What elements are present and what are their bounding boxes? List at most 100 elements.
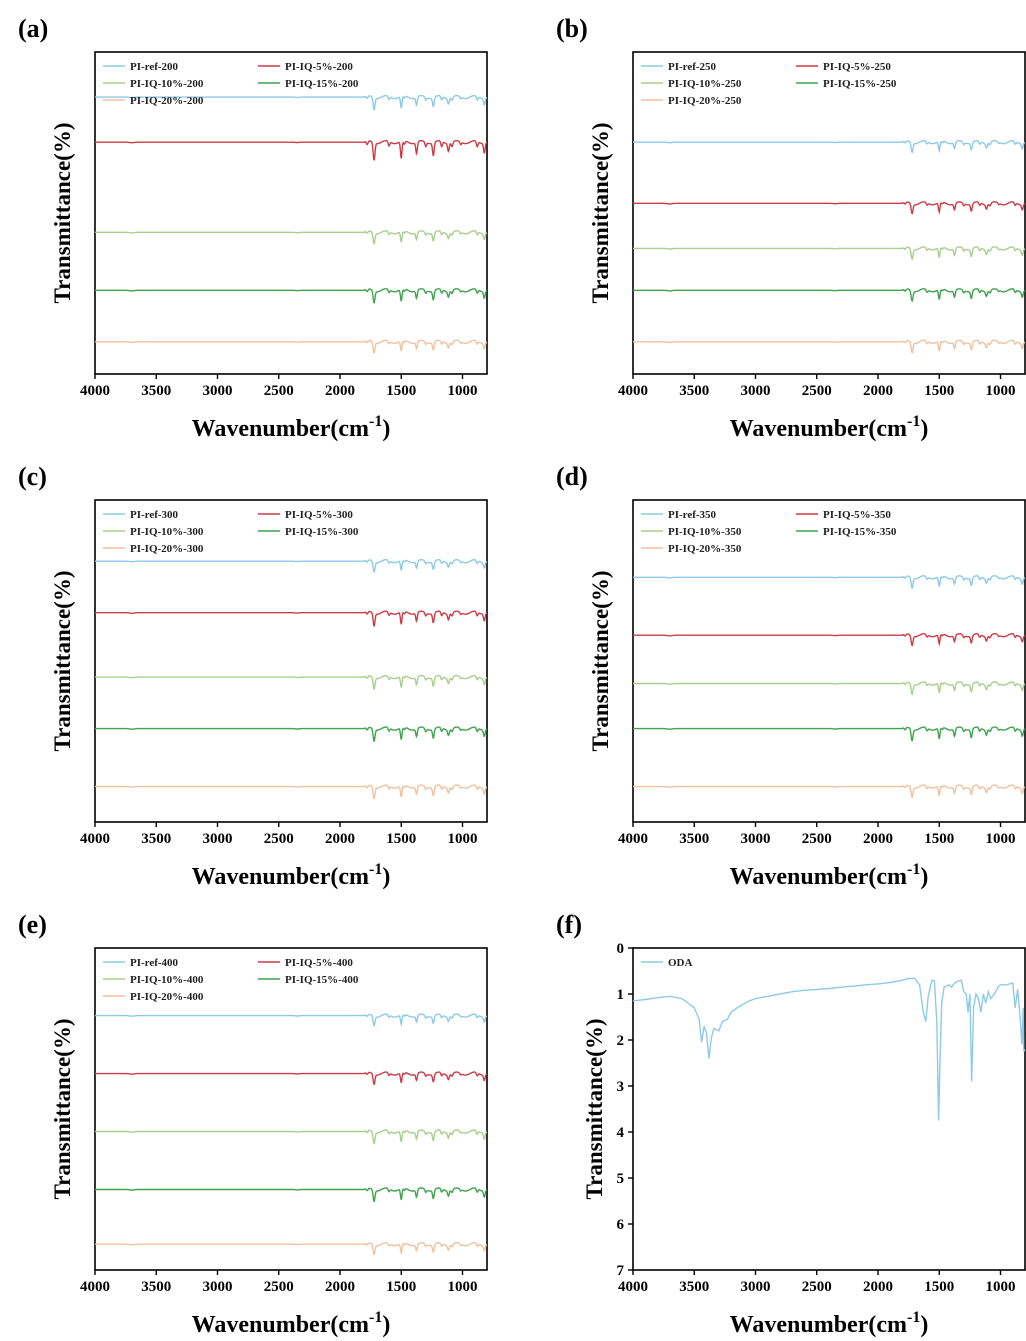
x-tick-label: 3000 <box>203 383 233 399</box>
x-axis-label: Wavenumber(cm-1) <box>730 861 929 890</box>
plot-frame <box>632 499 1026 823</box>
legend-label: PI-ref-250 <box>668 61 717 73</box>
x-tick-label: 4000 <box>618 831 648 847</box>
plot-frame <box>94 499 488 823</box>
x-tick-label: 3000 <box>741 383 771 399</box>
legend-label: PI-IQ-20%-200 <box>130 95 204 107</box>
series-line <box>95 140 487 161</box>
x-tick-label: 3500 <box>679 383 709 399</box>
x-tick-label: 4000 <box>80 1279 110 1295</box>
chart-panel: (f) 4000 3500 3000 2500 2000 1500 1000 Wavenumbe… <box>538 896 1026 1341</box>
x-tick-label: 3500 <box>679 831 709 847</box>
x-tick-label: 2500 <box>264 383 294 399</box>
x-tick-label: 1500 <box>386 383 416 399</box>
y-tick-label: 1 <box>617 987 625 1003</box>
x-tick-label: 2000 <box>325 383 355 399</box>
y-axis-label: Transmittance(%) <box>50 123 75 304</box>
series-line <box>633 140 1025 154</box>
chart-svg: 4000 3500 3000 2500 2000 1500 1000 Wavenumber(c… <box>588 51 1026 442</box>
x-axis-label: Wavenumber(cm-1) <box>192 1309 391 1338</box>
legend-label: PI-IQ-5%-300 <box>285 509 353 521</box>
legend-label: PI-IQ-15%-300 <box>285 526 359 538</box>
legend-label: PI-IQ-15%-350 <box>823 526 897 538</box>
series-line <box>95 1129 487 1145</box>
series-line <box>633 681 1025 696</box>
x-tick-label: 2000 <box>325 1279 355 1295</box>
x-tick-label: 3500 <box>679 1279 709 1295</box>
legend-label: PI-IQ-15%-250 <box>823 78 897 90</box>
series-line <box>633 339 1025 354</box>
x-tick-label: 3000 <box>741 1279 771 1295</box>
y-tick-label: 2 <box>617 1033 625 1049</box>
y-axis-label: Transmittance(%) <box>588 571 613 752</box>
legend-label: PI-IQ-20%-400 <box>130 991 204 1003</box>
legend-label: PI-IQ-20%-350 <box>668 543 742 555</box>
series-line <box>95 674 487 690</box>
x-tick-label: 3500 <box>141 1279 171 1295</box>
legend-label: PI-IQ-5%-200 <box>285 61 353 73</box>
panel-letter: (c) <box>18 462 47 491</box>
x-tick-label: 1500 <box>386 1279 416 1295</box>
x-tick-label: 2500 <box>802 831 832 847</box>
x-tick-label: 1000 <box>448 1279 478 1295</box>
x-tick-label: 2000 <box>325 831 355 847</box>
plot-frame <box>632 51 1026 375</box>
chart-panel: (a) 4000 3500 3000 2500 2000 1500 1000 Wavenumbe… <box>0 0 488 445</box>
x-tick-label: 1000 <box>986 383 1016 399</box>
y-axis-label: Transmittance(%) <box>588 123 613 304</box>
series-line <box>95 1241 487 1256</box>
series-line <box>95 94 487 111</box>
series-line <box>95 339 487 354</box>
x-tick-label: 1000 <box>986 1279 1016 1295</box>
x-tick-label: 2000 <box>863 831 893 847</box>
legend-label: PI-ref-200 <box>130 61 179 73</box>
panel-letter: (a) <box>18 14 49 43</box>
chart-svg: 4000 3500 3000 2500 2000 1500 1000 Wavenumber(c… <box>588 499 1026 890</box>
x-tick-label: 3000 <box>203 831 233 847</box>
chart-svg: 4000 3500 3000 2500 2000 1500 1000 Wavenumber(c… <box>582 941 1026 1338</box>
series-line <box>633 784 1025 799</box>
legend-label: PI-IQ-10%-300 <box>130 526 204 538</box>
x-tick-label: 2500 <box>802 383 832 399</box>
series-line <box>95 726 487 742</box>
x-tick-label: 1000 <box>448 383 478 399</box>
x-tick-label: 3000 <box>741 831 771 847</box>
x-axis-label: Wavenumber(cm-1) <box>730 1309 929 1338</box>
series-line <box>95 1071 487 1086</box>
chart-svg: 4000 3500 3000 2500 2000 1500 1000 Wavenumber(c… <box>50 51 488 442</box>
x-tick-label: 3500 <box>141 831 171 847</box>
x-tick-label: 2500 <box>264 1279 294 1295</box>
series-line <box>633 575 1025 589</box>
chart-panel: (c) 4000 3500 3000 2500 2000 1500 1000 Wavenumbe… <box>0 448 488 893</box>
legend-label: PI-IQ-5%-350 <box>823 509 891 521</box>
y-tick-label: 6 <box>617 1217 625 1233</box>
x-tick-label: 1500 <box>924 831 954 847</box>
x-tick-label: 2500 <box>264 831 294 847</box>
series-line <box>633 201 1025 215</box>
y-axis-label: Transmittance(%) <box>582 1019 607 1200</box>
y-tick-label: 0 <box>617 941 625 957</box>
series-line <box>633 632 1025 647</box>
x-tick-label: 3000 <box>203 1279 233 1295</box>
x-tick-label: 2000 <box>863 1279 893 1295</box>
series-line <box>633 977 1025 1121</box>
x-axis-label: Wavenumber(cm-1) <box>192 413 391 442</box>
series-line <box>95 230 487 245</box>
legend-label: PI-IQ-15%-200 <box>285 78 359 90</box>
legend-label: ODA <box>668 957 693 969</box>
legend-label: PI-IQ-20%-250 <box>668 95 742 107</box>
x-axis-label: Wavenumber(cm-1) <box>192 861 391 890</box>
series-line <box>633 288 1025 302</box>
legend-label: PI-IQ-20%-300 <box>130 543 204 555</box>
x-tick-label: 1000 <box>448 831 478 847</box>
legend-label: PI-IQ-10%-250 <box>668 78 742 90</box>
legend-label: PI-ref-300 <box>130 509 179 521</box>
y-tick-label: 4 <box>617 1125 625 1141</box>
x-tick-label: 4000 <box>80 383 110 399</box>
legend-label: PI-IQ-5%-250 <box>823 61 891 73</box>
x-tick-label: 4000 <box>80 831 110 847</box>
legend-label: PI-ref-350 <box>668 509 717 521</box>
legend-label: PI-IQ-15%-400 <box>285 974 359 986</box>
legend-label: PI-IQ-10%-400 <box>130 974 204 986</box>
